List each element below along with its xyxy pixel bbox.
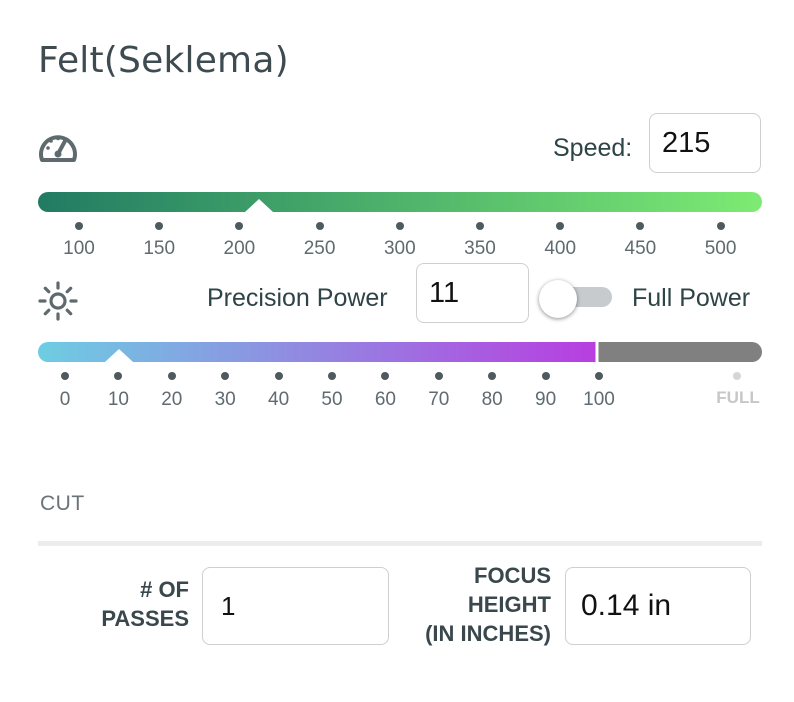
power-tick-label: 70	[428, 389, 450, 410]
speed-slider-handle[interactable]	[245, 199, 273, 212]
speed-tick	[315, 222, 324, 230]
speed-label: Speed:	[553, 134, 633, 162]
focus-label-line3: (IN INCHES)	[425, 621, 551, 646]
speed-tick	[395, 222, 404, 230]
speed-tick-label: 150	[143, 238, 176, 259]
speed-input[interactable]: 215	[649, 113, 761, 173]
speed-tick-label: 100	[63, 238, 95, 259]
speed-tick-label: 350	[464, 238, 496, 259]
full-power-toggle-knob[interactable]	[539, 280, 577, 318]
power-tick	[274, 372, 283, 380]
focus-height-input[interactable]: 0.14 in	[565, 567, 751, 645]
speed-tick	[556, 222, 565, 230]
speed-tick	[716, 222, 725, 230]
speed-tick	[75, 222, 83, 230]
focus-label-line2: HEIGHT	[467, 592, 551, 617]
speed-tick-label: 200	[223, 238, 256, 259]
passes-label-line1: # OF	[140, 577, 189, 602]
power-tick-label: 0	[59, 389, 71, 410]
material-title: Felt(Seklema)	[38, 40, 289, 81]
power-input[interactable]: 11	[416, 263, 529, 323]
power-tick	[595, 372, 603, 380]
power-tick	[488, 372, 497, 380]
passes-input[interactable]: 1	[202, 567, 389, 645]
power-tick	[434, 372, 443, 380]
sun-icon	[38, 281, 78, 321]
power-tick	[167, 372, 176, 380]
power-tick-label: 90	[535, 389, 557, 410]
speed-tick	[235, 222, 244, 230]
speed-tick	[155, 222, 164, 230]
power-tick-label: 10	[107, 389, 129, 410]
focus-label-line1: FOCUS	[474, 563, 551, 588]
speed-tick-label: 300	[383, 238, 416, 259]
power-tick-label: 60	[374, 389, 396, 410]
section-divider	[38, 541, 762, 546]
speed-tick-label: 400	[544, 238, 577, 259]
power-slider-handle[interactable]	[105, 349, 133, 362]
power-tick-label: 30	[214, 389, 236, 410]
power-tick-label: 50	[321, 389, 343, 410]
speed-tick	[476, 222, 484, 230]
speed-slider[interactable]	[38, 192, 762, 212]
power-tick	[114, 372, 123, 380]
power-tick-label: 40	[268, 389, 290, 410]
full-power-label: Full Power	[632, 284, 751, 312]
speed-tick-label: 450	[624, 238, 657, 259]
power-full-tick	[733, 372, 741, 380]
power-slider[interactable]	[38, 342, 762, 362]
gauge-icon	[39, 135, 77, 162]
speed-tick-label: 500	[704, 238, 737, 259]
power-tick	[381, 372, 390, 380]
power-tick-label: 20	[161, 389, 183, 410]
focus-height-label: FOCUS HEIGHT (IN INCHES)	[400, 561, 551, 648]
passes-label: # OF PASSES	[60, 575, 189, 633]
power-tick	[541, 372, 550, 380]
passes-label-line2: PASSES	[101, 606, 189, 631]
power-tick-label: 80	[481, 389, 503, 410]
power-tick	[221, 372, 230, 380]
speed-tick-label: 250	[303, 238, 336, 259]
power-full-tick-label: FULL	[716, 388, 760, 407]
precision-power-label: Precision Power	[207, 284, 388, 312]
speed-tick	[636, 222, 645, 230]
cut-section-title: CUT	[40, 492, 85, 515]
power-tick-label: 100	[583, 389, 615, 410]
power-tick	[328, 372, 336, 380]
power-tick	[61, 372, 69, 380]
